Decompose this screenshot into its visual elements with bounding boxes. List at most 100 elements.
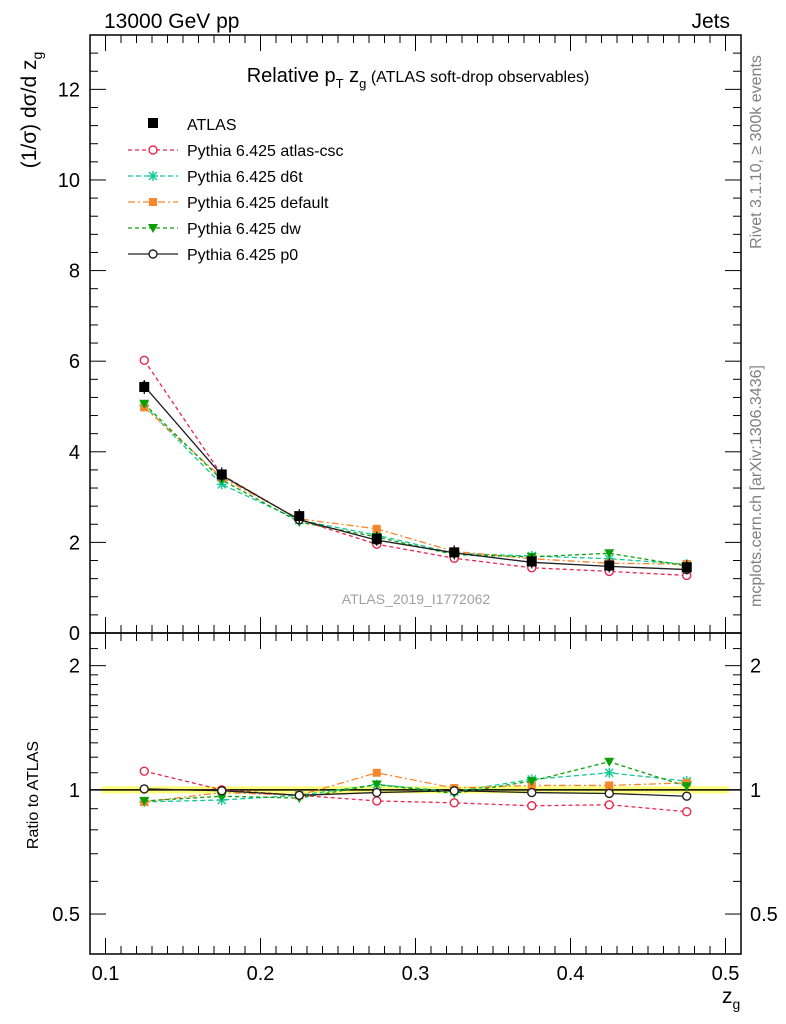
- title-rest: (ATLAS soft-drop observables): [366, 69, 589, 86]
- ratio-tick-label: 0.5: [52, 904, 80, 926]
- series-line-1: [143, 405, 687, 565]
- y-tick-label: 2: [69, 532, 80, 554]
- ratio-point-4: [217, 786, 227, 796]
- title-sub-t: T: [336, 76, 344, 91]
- legend: ATLAS Pythia 6.425 atlas-csc Pythia 6.425 …: [128, 117, 344, 264]
- ratio-panel-frame: [89, 632, 742, 955]
- x-tick-label: 0.5: [712, 963, 740, 985]
- ratio-point-4: [139, 784, 149, 794]
- title-sub-g: g: [359, 76, 366, 91]
- ratio-point-0: [372, 796, 382, 806]
- x-tick-label: 0.1: [92, 963, 120, 985]
- x-tick-label: 0.2: [247, 963, 275, 985]
- svg-text:zg: zg: [722, 985, 740, 1012]
- x-tick-label: 0.4: [557, 963, 585, 985]
- ratio-layer: [139, 757, 692, 817]
- ratio-point-3: [139, 796, 150, 806]
- y-tick-label: 10: [58, 170, 80, 192]
- mcplots-label: mcplots.cern.ch [arXiv:1306.3436]: [748, 365, 765, 607]
- y-axis-label-text: (1/σ) dσ/d z: [18, 60, 41, 169]
- legend-label-4: Pythia 6.425 p0: [187, 247, 298, 264]
- ratio-point-4: [372, 787, 382, 798]
- series-line-4: [143, 385, 687, 571]
- series-point-2: [372, 524, 381, 533]
- ratio-point-3: [371, 780, 382, 790]
- ratio-point-2: [605, 781, 614, 790]
- x-axis-label-text: z: [722, 985, 733, 1008]
- legend-label-data: ATLAS: [187, 117, 237, 134]
- svg-text:(1/σ) dσ/d zg: (1/σ) dσ/d zg: [18, 52, 45, 169]
- data-point: [526, 556, 537, 567]
- ratio-tick-label: 1: [69, 780, 80, 802]
- ratio-line-4: [144, 788, 687, 797]
- legend-marker-1: [148, 171, 158, 181]
- chart-title: Relative pT zg (ATLAS soft-drop observab…: [247, 65, 590, 91]
- ratio-point-3: [681, 782, 692, 792]
- ratio-point-4: [449, 786, 459, 796]
- legend-marker-3: [148, 224, 158, 233]
- ratio-point-4: [527, 787, 537, 798]
- legend-label-3: Pythia 6.425 dw: [187, 221, 301, 238]
- ratio-point-3: [604, 757, 615, 767]
- ratio-point-0: [139, 766, 149, 776]
- series-line-0: [143, 359, 687, 577]
- series-layer: [139, 355, 692, 581]
- legend-marker-0: [148, 145, 158, 155]
- x-axis-label-sub: g: [733, 996, 741, 1012]
- header-process-label: Jets: [691, 10, 730, 33]
- ratio-point-0: [527, 801, 537, 811]
- data-point: [604, 560, 615, 571]
- header-beam-label: 13000 GeV pp: [104, 10, 239, 33]
- ratio-line-0: [144, 770, 687, 813]
- ratio-line-3: [144, 761, 687, 802]
- data-point: [294, 511, 305, 522]
- ratio-tick-label-right: 1: [750, 780, 761, 802]
- ratio-tick-label-right: 2: [750, 656, 761, 678]
- legend-marker-2: [149, 198, 157, 206]
- ratio-point-4: [294, 790, 304, 801]
- data-point: [371, 533, 382, 544]
- ratio-line-1: [144, 772, 687, 803]
- data-point: [139, 382, 150, 393]
- legend-label-2: Pythia 6.425 default: [187, 195, 329, 212]
- ratio-tick-label-right: 0.5: [750, 904, 778, 926]
- y-tick-label: 12: [58, 79, 80, 101]
- y-tick-label: 4: [69, 442, 80, 464]
- series-point-3: [139, 399, 150, 409]
- ratio-point-0: [682, 807, 692, 817]
- x-axis-label: zg: [722, 985, 740, 1012]
- ratio-point-2: [372, 768, 381, 777]
- ratio-axis-label: Ratio to ATLAS: [25, 741, 42, 849]
- ratio-point-1: [604, 767, 615, 778]
- series-line-2: [143, 406, 687, 565]
- title-z: z: [344, 65, 360, 87]
- ratio-tick-label: 2: [69, 656, 80, 678]
- data-point: [216, 469, 227, 480]
- ratio-point-3: [526, 777, 537, 787]
- rivet-version-label: Rivet 3.1.10, ≥ 300k events: [748, 55, 765, 249]
- ratio-point-4: [604, 788, 614, 799]
- ratio-point-4: [682, 791, 692, 801]
- ratio-point-0: [604, 800, 614, 810]
- y-axis-label-sub: g: [29, 52, 45, 60]
- analysis-id-label: ATLAS_2019_I1772062: [342, 591, 491, 607]
- series-line-3: [143, 403, 687, 567]
- legend-marker-data: [148, 118, 158, 128]
- ratio-point-0: [449, 798, 459, 808]
- series-point-0: [139, 355, 149, 365]
- legend-label-0: Pythia 6.425 atlas-csc: [187, 143, 344, 160]
- y-tick-label: 8: [69, 261, 80, 283]
- series-point-3: [604, 549, 615, 559]
- title-main: Relative p: [247, 65, 336, 87]
- ratio-line-2: [144, 772, 687, 803]
- data-point: [449, 547, 460, 558]
- x-tick-label: 0.3: [402, 963, 430, 985]
- data-point: [681, 562, 692, 573]
- y-tick-label-zero: 0: [69, 623, 80, 645]
- legend-marker-4: [148, 249, 158, 259]
- legend-label-1: Pythia 6.425 d6t: [187, 169, 303, 186]
- y-axis-label: (1/σ) dσ/d zg: [18, 52, 45, 169]
- y-tick-label: 6: [69, 351, 80, 373]
